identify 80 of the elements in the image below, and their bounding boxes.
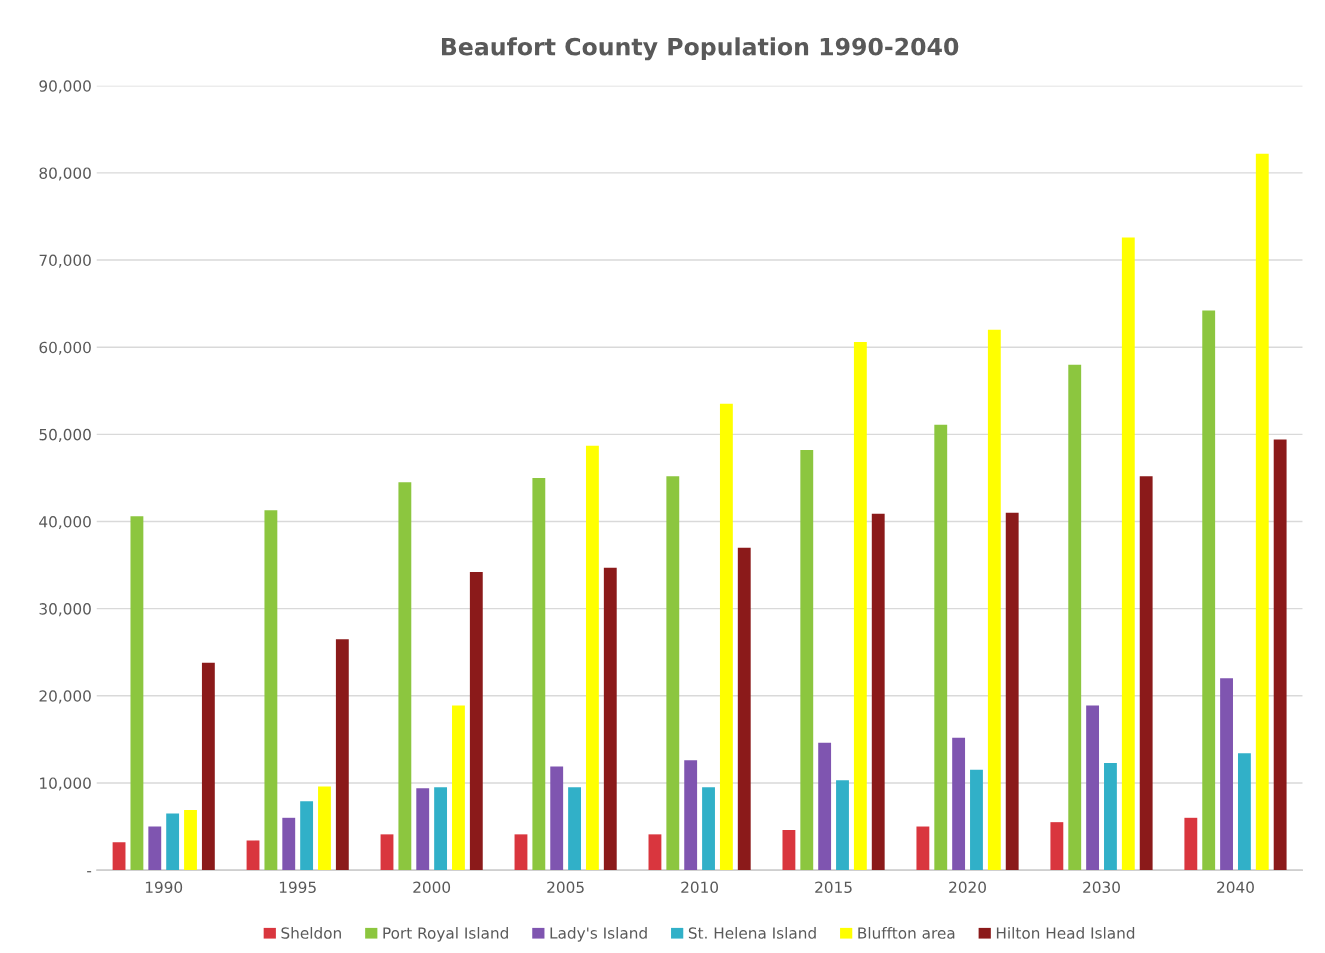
y-tick-label: 10,000 — [40, 777, 91, 791]
bar — [416, 788, 430, 871]
legend-label: Bluffton area — [858, 926, 955, 939]
x-tick-label: 2015 — [815, 881, 852, 894]
bar — [550, 766, 564, 871]
y-tick-label: 90,000 — [39, 80, 91, 94]
x-tick-label: 2030 — [1083, 881, 1120, 894]
bar — [1255, 153, 1269, 871]
legend-label: Sheldon — [281, 926, 341, 939]
legend-label: Hilton Head Island — [996, 926, 1135, 939]
legend-label: St. Helena Island — [688, 926, 816, 939]
bar — [201, 662, 215, 871]
x-tick-label: 2020 — [949, 881, 986, 894]
bar — [952, 737, 966, 871]
bar — [452, 705, 465, 871]
bar — [568, 787, 581, 871]
legend-label: Lady's Island — [550, 926, 647, 942]
bar — [380, 834, 394, 871]
bar — [916, 826, 930, 871]
y-tick-label: 40,000 — [39, 515, 91, 530]
bar — [836, 780, 849, 871]
bar — [434, 787, 448, 871]
bar — [514, 834, 528, 871]
y-tick-label: 60,000 — [39, 341, 91, 355]
x-tick-label: 2010 — [681, 881, 719, 894]
y-tick-label: 30,000 — [39, 603, 91, 617]
bar — [818, 742, 832, 871]
legend-label: Port Royal Island — [383, 926, 508, 942]
bar — [934, 424, 948, 871]
bar — [166, 813, 180, 871]
bar — [1005, 512, 1019, 871]
bar — [970, 769, 983, 871]
x-tick-label: 2000 — [413, 881, 451, 894]
bar — [585, 445, 599, 871]
bar — [246, 840, 260, 871]
bar — [398, 482, 412, 871]
bar — [184, 809, 197, 871]
bar — [702, 787, 715, 871]
bar — [871, 513, 885, 871]
bar — [719, 403, 733, 871]
bar — [1237, 753, 1251, 871]
bar — [1086, 705, 1100, 871]
bar — [469, 572, 483, 871]
bar — [1220, 678, 1233, 871]
y-tick-label: 70,000 — [39, 254, 91, 268]
bar — [264, 510, 278, 871]
bar — [148, 826, 162, 871]
bar — [300, 801, 314, 871]
bar — [282, 817, 296, 871]
bar — [532, 477, 546, 871]
bar — [130, 516, 144, 871]
bar — [782, 830, 796, 871]
y-tick-label: 20,000 — [39, 690, 91, 704]
bar — [112, 842, 126, 871]
bar — [1184, 817, 1198, 871]
bar — [1050, 822, 1064, 871]
bar — [1068, 364, 1082, 871]
chart-title: Beaufort County Population 1990-2040 — [441, 37, 959, 61]
bar — [318, 786, 331, 871]
bar — [1202, 310, 1216, 871]
x-tick-label: 2005 — [547, 881, 584, 894]
y-tick-label: 50,000 — [39, 428, 91, 442]
bar — [737, 547, 751, 871]
bar — [1104, 762, 1117, 871]
x-tick-label: 1990 — [145, 881, 183, 894]
x-tick-label: 2040 — [1217, 881, 1254, 894]
bar — [1273, 439, 1287, 871]
bar — [684, 760, 698, 871]
bar — [1121, 237, 1135, 871]
bar — [603, 567, 617, 871]
bar — [853, 341, 867, 871]
y-tick-label: - — [87, 871, 92, 873]
bar — [987, 329, 1001, 871]
bar — [666, 476, 680, 871]
x-tick-label: 1995 — [279, 881, 316, 894]
bar — [800, 450, 814, 871]
bar — [1139, 476, 1153, 871]
bar — [335, 639, 349, 871]
bar — [648, 834, 662, 871]
y-tick-label: 80,000 — [39, 167, 91, 181]
